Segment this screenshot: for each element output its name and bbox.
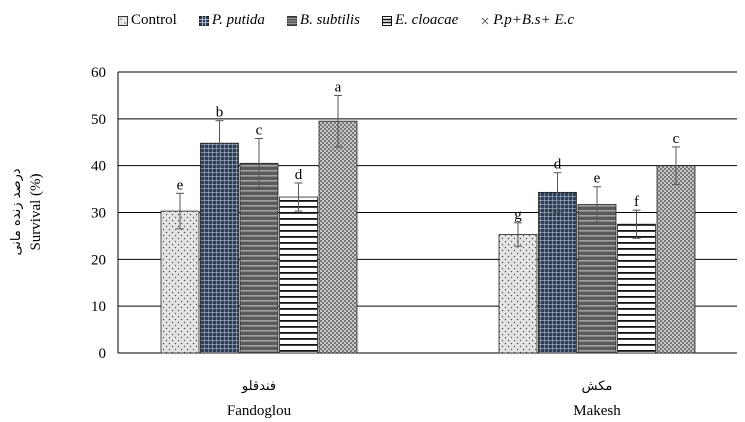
sig-letter-b-subtilis-0: c [256, 123, 263, 139]
y-tick-label-0: 0 [99, 346, 107, 362]
bar-b-subtilis-0 [239, 162, 279, 354]
y-tick-label-10: 10 [91, 299, 106, 315]
sig-letter-p-p-b-s-e-c-1: c [673, 131, 680, 147]
bar-p-putida-0 [200, 142, 239, 354]
sig-letter-e-cloacae-1: f [634, 194, 639, 210]
y-tick-label-60: 60 [91, 65, 106, 81]
legend-label-e-cloacae: E. cloacae [394, 12, 459, 28]
sig-letter-p-p-b-s-e-c-0: a [335, 79, 342, 95]
sig-letter-control-0: e [177, 177, 184, 193]
legend-swatch-b-subtilis [286, 15, 297, 26]
y-tick-label-30: 30 [91, 206, 106, 222]
bar-e-cloacae-1 [617, 223, 656, 354]
sig-letter-p-putida-1: d [554, 157, 562, 173]
legend-label-b-subtilis: B. subtilis [299, 12, 360, 28]
legend-swatch-e-cloacae [381, 15, 392, 26]
legend-swatch-p-putida [198, 15, 209, 26]
y-tick-label-50: 50 [91, 112, 106, 128]
legend: Control P. putida B. subtilis E. cloacae… [118, 12, 574, 29]
sig-letter-b-subtilis-1: e [594, 171, 601, 187]
x-category-label-fa-1: مکش [582, 379, 613, 394]
legend-label-combined: P.p+B.s+ E.c [493, 12, 575, 28]
x-category-label-1: Makesh [573, 403, 621, 419]
y-tick-label-40: 40 [91, 159, 106, 175]
bar-control-1 [498, 234, 538, 354]
sig-letter-control-1: g [514, 207, 522, 223]
legend-item-combined: P.p+B.s+ E.c [480, 12, 574, 29]
legend-item-control: Control [118, 12, 177, 29]
legend-item-b-subtilis: B. subtilis [286, 12, 360, 29]
x-category-label-fa-0: فندقلو [241, 379, 276, 394]
sig-letter-p-putida-0: b [216, 105, 224, 121]
bar-b-subtilis-1 [577, 204, 617, 354]
x-category-label-0: Fandoglou [227, 403, 292, 419]
legend-label-control: Control [131, 12, 177, 28]
bar-p-p-b-s-e-c-1 [656, 165, 696, 354]
y-axis-label: Survival (%) [28, 173, 44, 250]
bar-e-cloacae-0 [279, 196, 318, 354]
legend-swatch-combined [481, 17, 489, 24]
bar-control-0 [160, 210, 200, 354]
legend-label-p-putida: P. putida [211, 12, 265, 28]
y-tick-label-20: 20 [91, 252, 106, 268]
y-axis-label-fa: درصد زنده مانی [9, 168, 24, 255]
sig-letter-e-cloacae-0: d [295, 167, 303, 183]
legend-swatch-control [118, 15, 128, 26]
bar-p-p-b-s-e-c-0 [318, 120, 358, 354]
bar-p-putida-1 [538, 191, 577, 354]
legend-item-p-putida: P. putida [198, 12, 265, 29]
legend-item-e-cloacae: E. cloacae [381, 12, 459, 29]
